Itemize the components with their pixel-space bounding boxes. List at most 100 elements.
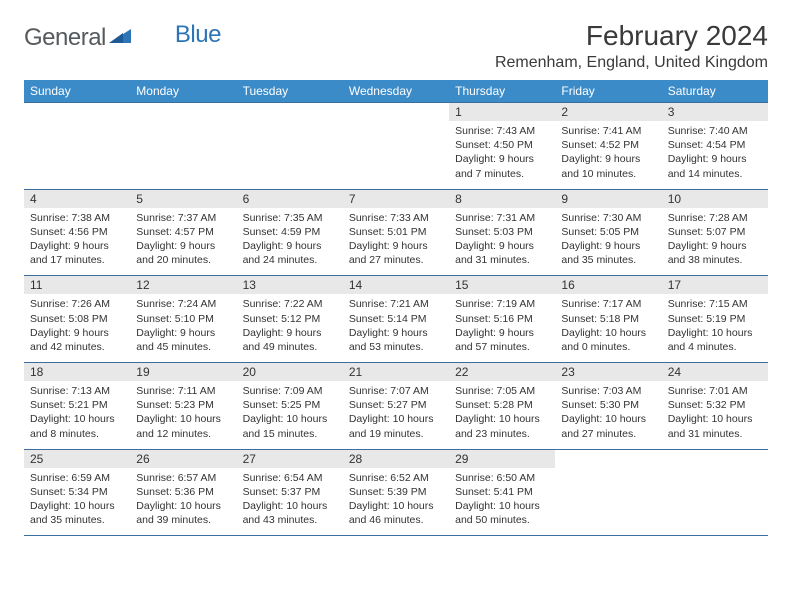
daylight-line-1: Daylight: 10 hours [136, 412, 230, 426]
day-number: 2 [555, 103, 661, 121]
sunset-line: Sunset: 5:30 PM [561, 398, 655, 412]
calendar-day-cell: 23Sunrise: 7:03 AMSunset: 5:30 PMDayligh… [555, 363, 661, 450]
daylight-line-1: Daylight: 9 hours [668, 239, 762, 253]
daylight-line-2: and 12 minutes. [136, 427, 230, 441]
sunset-line: Sunset: 5:10 PM [136, 312, 230, 326]
brand-part1: General [24, 24, 106, 52]
day-info: Sunrise: 7:01 AMSunset: 5:32 PMDaylight:… [668, 384, 762, 441]
sunset-line: Sunset: 5:32 PM [668, 398, 762, 412]
daylight-line-2: and 46 minutes. [349, 513, 443, 527]
sunrise-line: Sunrise: 7:35 AM [243, 211, 337, 225]
day-info: Sunrise: 7:21 AMSunset: 5:14 PMDaylight:… [349, 297, 443, 354]
daylight-line-1: Daylight: 9 hours [30, 326, 124, 340]
day-info: Sunrise: 7:43 AMSunset: 4:50 PMDaylight:… [455, 124, 549, 181]
daylight-line-2: and 45 minutes. [136, 340, 230, 354]
sunset-line: Sunset: 5:27 PM [349, 398, 443, 412]
sunset-line: Sunset: 5:16 PM [455, 312, 549, 326]
sunrise-line: Sunrise: 7:24 AM [136, 297, 230, 311]
sunset-line: Sunset: 5:25 PM [243, 398, 337, 412]
calendar-day-cell: 6Sunrise: 7:35 AMSunset: 4:59 PMDaylight… [237, 189, 343, 276]
brand-part2: Blue [175, 21, 221, 49]
sunrise-line: Sunrise: 7:13 AM [30, 384, 124, 398]
day-info: Sunrise: 7:09 AMSunset: 5:25 PMDaylight:… [243, 384, 337, 441]
page-title: February 2024 [495, 20, 768, 52]
sunset-line: Sunset: 5:12 PM [243, 312, 337, 326]
daylight-line-2: and 43 minutes. [243, 513, 337, 527]
sunset-line: Sunset: 5:34 PM [30, 485, 124, 499]
day-number: 16 [555, 276, 661, 294]
calendar-body: 1Sunrise: 7:43 AMSunset: 4:50 PMDaylight… [24, 103, 768, 536]
day-info: Sunrise: 7:30 AMSunset: 5:05 PMDaylight:… [561, 211, 655, 268]
sunset-line: Sunset: 5:28 PM [455, 398, 549, 412]
daylight-line-2: and 0 minutes. [561, 340, 655, 354]
calendar-week-row: 11Sunrise: 7:26 AMSunset: 5:08 PMDayligh… [24, 276, 768, 363]
sunset-line: Sunset: 5:07 PM [668, 225, 762, 239]
day-info: Sunrise: 7:26 AMSunset: 5:08 PMDaylight:… [30, 297, 124, 354]
daylight-line-2: and 35 minutes. [30, 513, 124, 527]
calendar-day-cell: 15Sunrise: 7:19 AMSunset: 5:16 PMDayligh… [449, 276, 555, 363]
calendar-day-cell: 19Sunrise: 7:11 AMSunset: 5:23 PMDayligh… [130, 363, 236, 450]
day-number: 15 [449, 276, 555, 294]
daylight-line-2: and 23 minutes. [455, 427, 549, 441]
day-number: 28 [343, 450, 449, 468]
calendar-day-cell: 14 Sunrise: 7:21 AMSunset: 5:14 PMDayligh… [343, 276, 449, 363]
day-number: 24 [662, 363, 768, 381]
calendar-day-cell: 18Sunrise: 7:13 AMSunset: 5:21 PMDayligh… [24, 363, 130, 450]
calendar-day-cell: 21 Sunrise: 7:07 AMSunset: 5:27 PMDayligh… [343, 363, 449, 450]
day-number: 14 [343, 276, 449, 294]
calendar-day-cell: 3Sunrise: 7:40 AMSunset: 4:54 PMDaylight… [662, 103, 768, 190]
sunrise-line: Sunrise: 6:50 AM [455, 471, 549, 485]
daylight-line-1: Daylight: 10 hours [561, 326, 655, 340]
sunrise-line: Sunrise: 7:03 AM [561, 384, 655, 398]
calendar-day-cell: 28 Sunrise: 6:52 AMSunset: 5:39 PMDayligh… [343, 449, 449, 536]
sunrise-line: Sunrise: 7:38 AM [30, 211, 124, 225]
calendar-day-cell: 7Sunrise: 7:33 AMSunset: 5:01 PMDaylight… [343, 189, 449, 276]
day-number: 21 [343, 363, 449, 381]
daylight-line-2: and 19 minutes. [349, 427, 443, 441]
day-number: 3 [662, 103, 768, 121]
day-number: 26 [130, 450, 236, 468]
day-number: 10 [662, 190, 768, 208]
calendar-day-cell: 26 Sunrise: 6:57 AMSunset: 5:36 PMDayligh… [130, 449, 236, 536]
day-number: 9 [555, 190, 661, 208]
daylight-line-1: Daylight: 9 hours [668, 152, 762, 166]
day-info: Sunrise: 7:07 AMSunset: 5:27 PMDaylight:… [349, 384, 443, 441]
daylight-line-1: Daylight: 9 hours [561, 152, 655, 166]
calendar-day-cell [662, 449, 768, 536]
day-number: 5 [130, 190, 236, 208]
calendar-day-cell: 10Sunrise: 7:28 AMSunset: 5:07 PMDayligh… [662, 189, 768, 276]
calendar-week-row: 4Sunrise: 7:38 AMSunset: 4:56 PMDaylight… [24, 189, 768, 276]
daylight-line-1: Daylight: 10 hours [455, 412, 549, 426]
calendar-day-cell [555, 449, 661, 536]
daylight-line-2: and 20 minutes. [136, 253, 230, 267]
calendar-day-cell: 4Sunrise: 7:38 AMSunset: 4:56 PMDaylight… [24, 189, 130, 276]
brand-logo: General Blue [24, 20, 221, 52]
sunrise-line: Sunrise: 6:54 AM [243, 471, 337, 485]
daylight-line-1: Daylight: 10 hours [668, 412, 762, 426]
calendar-day-cell [24, 103, 130, 190]
day-number: 27 [237, 450, 343, 468]
calendar-day-cell: 17Sunrise: 7:15 AMSunset: 5:19 PMDayligh… [662, 276, 768, 363]
calendar-day-cell: 9 Sunrise: 7:30 AMSunset: 5:05 PMDaylight… [555, 189, 661, 276]
calendar-day-cell [130, 103, 236, 190]
day-info: Sunrise: 6:52 AMSunset: 5:39 PMDaylight:… [349, 471, 443, 528]
sunset-line: Sunset: 5:36 PM [136, 485, 230, 499]
day-info: Sunrise: 7:15 AMSunset: 5:19 PMDaylight:… [668, 297, 762, 354]
daylight-line-1: Daylight: 10 hours [455, 499, 549, 513]
sunrise-line: Sunrise: 7:05 AM [455, 384, 549, 398]
daylight-line-2: and 4 minutes. [668, 340, 762, 354]
daylight-line-1: Daylight: 9 hours [349, 239, 443, 253]
daylight-line-2: and 38 minutes. [668, 253, 762, 267]
sunset-line: Sunset: 5:39 PM [349, 485, 443, 499]
day-info: Sunrise: 7:37 AMSunset: 4:57 PMDaylight:… [136, 211, 230, 268]
location-subtitle: Remenham, England, United Kingdom [495, 54, 768, 72]
daylight-line-2: and 53 minutes. [349, 340, 443, 354]
day-info: Sunrise: 6:57 AMSunset: 5:36 PMDaylight:… [136, 471, 230, 528]
daylight-line-2: and 31 minutes. [455, 253, 549, 267]
brand-triangle-icon [109, 27, 133, 50]
daylight-line-2: and 35 minutes. [561, 253, 655, 267]
day-info: Sunrise: 7:38 AMSunset: 4:56 PMDaylight:… [30, 211, 124, 268]
daylight-line-2: and 15 minutes. [243, 427, 337, 441]
daylight-line-1: Daylight: 9 hours [243, 239, 337, 253]
sunrise-line: Sunrise: 7:26 AM [30, 297, 124, 311]
